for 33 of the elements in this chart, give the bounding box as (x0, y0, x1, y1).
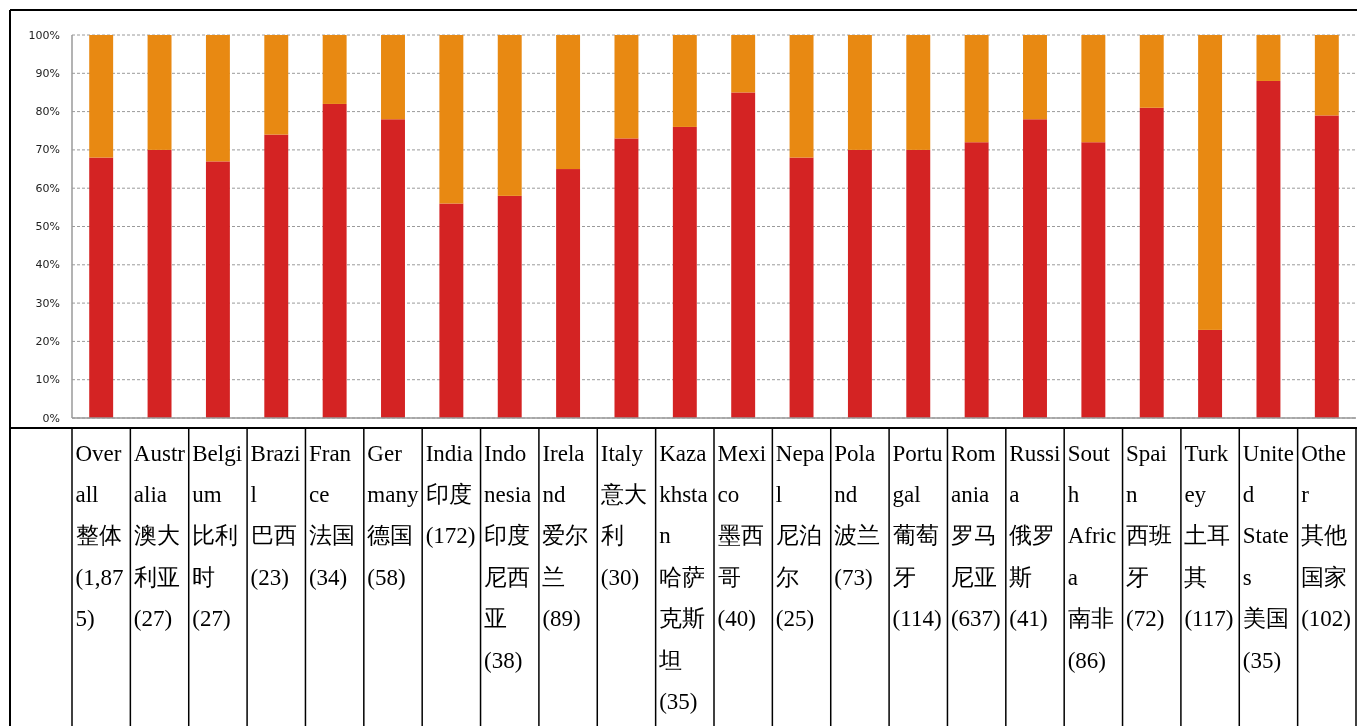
x-tick-label: Romania 罗马尼亚 (637) (950, 440, 1001, 632)
y-tick-label: 70% (35, 143, 60, 157)
x-tick-label: France 法国 (34) (308, 440, 355, 590)
x-tick-label: Spain 西班牙 (72) (1126, 440, 1173, 632)
x-tick-label: South Africa 南非 (86) (1067, 440, 1117, 673)
x-tick-label: Brazil 巴西 (23) (250, 440, 301, 590)
x-tick-label: Indonesia 印度尼西亚 (38) (484, 440, 532, 673)
x-tick-label: Turkey 土耳其 (117) (1184, 440, 1234, 632)
x-tick-label: United States 美国 (35) (1242, 440, 1294, 673)
x-tick-label: Belgium 比利时 (27) (192, 440, 243, 632)
x-tick-label: Russia 俄罗斯 (41) (1009, 440, 1061, 632)
x-tick-label: Portugal 葡萄牙 (114) (892, 440, 943, 632)
y-tick-label: 0% (42, 411, 60, 425)
y-tick-label: 90% (35, 66, 60, 80)
x-tick-label: Australia 澳大利亚 (27) (133, 440, 186, 632)
x-tick-label: Other 其他国家 (102) (1301, 440, 1351, 632)
y-tick-label: 80% (35, 105, 60, 119)
x-tick-label: Mexico 墨西哥 (40) (717, 440, 767, 632)
x-tick-label: Overall 整体 (1,875) (75, 440, 124, 632)
y-tick-label: 40% (35, 258, 60, 272)
x-tick-label: India 印度 (172) (425, 440, 476, 549)
x-tick-label: Ireland 爱尔兰 (89) (542, 440, 589, 632)
y-tick-label: 60% (35, 181, 60, 195)
y-tick-label: 50% (35, 220, 60, 233)
y-tick-label: 20% (35, 334, 60, 348)
y-tick-label: 100% (28, 28, 60, 42)
x-tick-label: Poland 波兰 (73) (834, 440, 881, 590)
x-tick-label: Nepal 尼泊尔 (25) (775, 440, 825, 632)
x-tick-label: Germany 德国 (58) (367, 440, 419, 590)
x-tick-label: Italy 意大利 (30) (599, 440, 647, 590)
y-tick-label: 30% (35, 296, 60, 310)
x-tick-label: Kazakhstan 哈萨克斯坦 (35) (658, 440, 708, 714)
y-tick-label: 10% (35, 373, 60, 387)
